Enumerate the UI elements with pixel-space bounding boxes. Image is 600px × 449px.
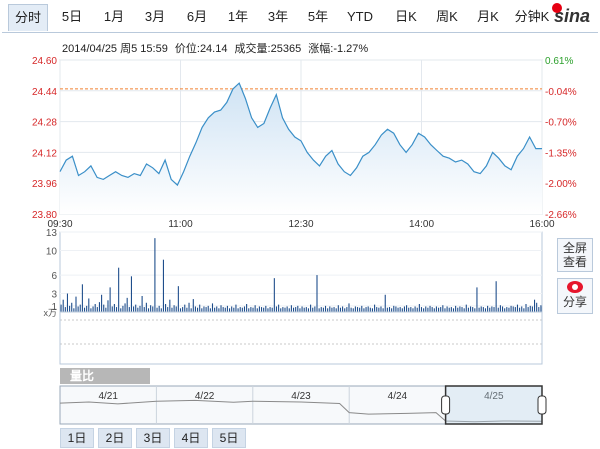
tab-ytd[interactable]: YTD bbox=[347, 9, 373, 24]
tab-5d[interactable]: 5日 bbox=[61, 9, 83, 24]
price-y-tick: 24.28 bbox=[32, 118, 57, 129]
price-line bbox=[59, 82, 542, 187]
pct-y-tick: -1.35% bbox=[545, 148, 577, 159]
pct-y-tick: -0.04% bbox=[545, 87, 577, 98]
tab-5y[interactable]: 5年 bbox=[307, 9, 329, 24]
volume-y-tick: 1 bbox=[51, 302, 57, 313]
volume-ratio-tab[interactable]: 量比 bbox=[60, 368, 150, 384]
tab-6m[interactable]: 6月 bbox=[186, 9, 208, 24]
volume-y-tick: 6 bbox=[51, 271, 57, 282]
pct-y-tick: -2.00% bbox=[545, 179, 577, 190]
time-tick: 09:30 bbox=[47, 219, 72, 230]
period-tabs: 分时 5日 1月 3月 6月 1年 3年 5年 YTD 日K 周K 月K 分钟K… bbox=[2, 2, 598, 33]
time-tick: 12:30 bbox=[288, 219, 313, 230]
tab-daily-k[interactable]: 日K bbox=[395, 9, 417, 24]
time-tick: 14:00 bbox=[409, 219, 434, 230]
tab-intraday[interactable]: 分时 bbox=[8, 4, 48, 31]
pct-y-tick: 0.61% bbox=[545, 56, 573, 67]
price-y-tick: 23.80 bbox=[32, 210, 57, 221]
volume-y-tick: 3 bbox=[51, 290, 57, 301]
navigator-frame bbox=[59, 385, 543, 425]
navigator-left-handle bbox=[441, 395, 451, 415]
navigator-date: 4/22 bbox=[195, 391, 215, 402]
price-value: 24.14 bbox=[199, 43, 228, 55]
volume-y-tick: 13 bbox=[46, 228, 58, 239]
range-5d[interactable]: 5日 bbox=[212, 428, 246, 448]
tab-minute-k[interactable]: 分钟K bbox=[514, 9, 550, 24]
navigator-selection bbox=[444, 385, 543, 425]
time-tick: 11:00 bbox=[168, 219, 193, 230]
share-label: 分享 bbox=[562, 295, 587, 309]
navigator-date: 4/25 bbox=[484, 391, 504, 402]
change-label: 涨幅: bbox=[308, 43, 334, 55]
price-y-tick: 24.60 bbox=[32, 56, 57, 67]
range-3d[interactable]: 3日 bbox=[136, 428, 170, 448]
tab-1m[interactable]: 1月 bbox=[103, 9, 125, 24]
volume-label: 成交量: bbox=[234, 43, 271, 55]
range-4d[interactable]: 4日 bbox=[174, 428, 208, 448]
change-value: -1.27% bbox=[333, 43, 369, 55]
volume-ratio-frame bbox=[59, 311, 543, 365]
sina-eye-icon bbox=[551, 3, 562, 13]
navigator-date: 4/23 bbox=[291, 391, 311, 402]
volume-value: 25365 bbox=[270, 43, 302, 55]
pct-y-tick: -0.70% bbox=[545, 118, 577, 129]
price-area bbox=[60, 83, 542, 214]
quote-info: 2014/04/25 周5 15:59 价位:24.14 成交量:25365 涨… bbox=[62, 40, 372, 56]
range-1d[interactable]: 1日 bbox=[60, 428, 94, 448]
price-y-tick: 24.44 bbox=[32, 87, 57, 98]
tab-3m[interactable]: 3月 bbox=[144, 9, 166, 24]
tab-monthly-k[interactable]: 月K bbox=[477, 9, 499, 24]
tab-1y[interactable]: 1年 bbox=[227, 9, 249, 24]
range-2d[interactable]: 2日 bbox=[98, 428, 132, 448]
fullscreen-button[interactable]: 全屏查看 bbox=[557, 238, 593, 272]
time-tick: 16:00 bbox=[529, 219, 554, 230]
volume-y-tick: 10 bbox=[46, 246, 58, 257]
price-y-tick: 24.12 bbox=[32, 148, 57, 159]
navigator-overview-line bbox=[59, 399, 543, 423]
tab-3y[interactable]: 3年 bbox=[267, 9, 289, 24]
navigator-date: 4/21 bbox=[98, 391, 118, 402]
price-label: 价位: bbox=[174, 43, 200, 55]
share-button[interactable]: 分享 bbox=[557, 278, 593, 314]
volume-unit-label: x万 bbox=[43, 308, 57, 318]
pct-y-tick: -2.66% bbox=[545, 210, 577, 221]
navigator-date: 4/24 bbox=[388, 391, 408, 402]
datetime: 2014/04/25 周5 15:59 bbox=[62, 43, 168, 55]
sina-logo: sina bbox=[551, 3, 590, 32]
volume-plot-frame bbox=[59, 231, 543, 313]
tab-weekly-k[interactable]: 周K bbox=[436, 9, 458, 24]
weibo-icon bbox=[567, 281, 583, 293]
price-y-tick: 23.96 bbox=[32, 179, 57, 190]
navigator-right-handle bbox=[537, 395, 547, 415]
